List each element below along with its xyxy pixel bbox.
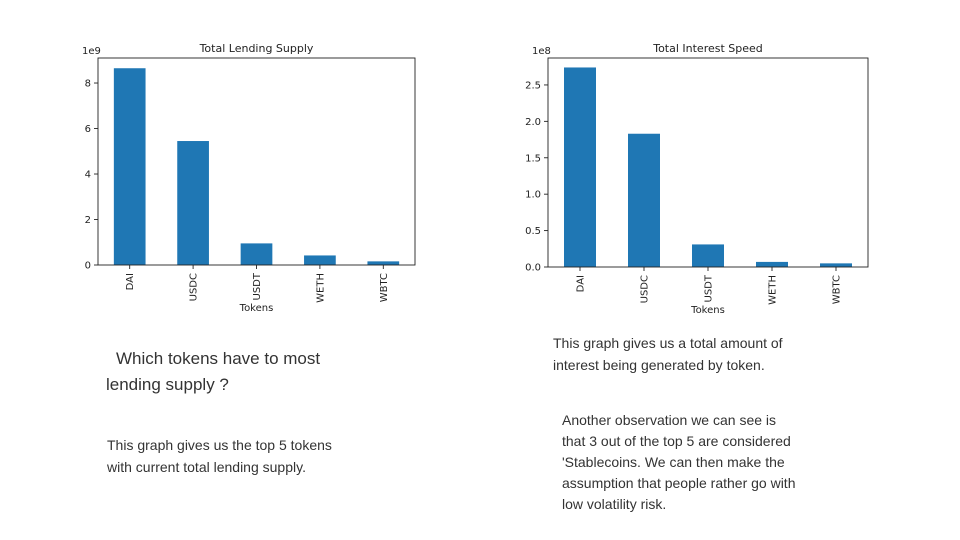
y-tick-label: 1.5 [525, 153, 541, 164]
bar-weth [756, 261, 788, 267]
question-line: Which tokens have to most [116, 349, 321, 368]
bar-usdc [628, 133, 660, 267]
observation-line: Another observation we can see is [562, 412, 777, 428]
lending-supply-chart: Total Lending Supply 1e9 0 2 4 6 8 DAI USDC USDT W… [82, 40, 430, 320]
y-tick-label: 0.0 [525, 263, 541, 274]
x-tick-label: WBTC [379, 273, 390, 302]
lending-description-line: This graph gives us the top 5 tokens [107, 437, 332, 453]
x-axis-label: Tokens [690, 305, 725, 316]
y-tick-label: 0 [85, 261, 91, 272]
observation-text: Another observation we can see is that 3… [562, 410, 795, 515]
question-text: Which tokens have to most lending supply… [106, 346, 320, 398]
observation-line: low volatility risk. [562, 496, 667, 512]
y-tick-label: 2 [85, 215, 91, 226]
observation-line: 'Stablecoins. We can then make the [562, 454, 785, 470]
x-tick-label: USDC [640, 275, 651, 303]
x-tick-label: DAI [125, 273, 136, 290]
chart-title: Total Lending Supply [199, 42, 314, 55]
bar-weth [304, 255, 336, 265]
chart-title: Total Interest Speed [652, 42, 763, 55]
x-tick-label: WETH [768, 275, 779, 305]
lending-description-line: with current total lending supply. [107, 459, 306, 475]
y-tick-label: 8 [85, 79, 91, 90]
interest-speed-chart: Total Interest Speed 1e8 0.0 0.5 1.0 1.5 2.0 2.… [525, 40, 880, 320]
interest-description-line: This graph gives us a total amount of [553, 335, 783, 351]
bar-usdt [240, 243, 273, 265]
y-tick-label: 1.0 [525, 190, 541, 201]
x-axis-label: Tokens [239, 303, 274, 314]
interest-speed-chart-svg: Total Interest Speed 1e8 0.0 0.5 1.0 1.5 2.0 2.… [525, 42, 869, 316]
bar-dai [113, 68, 146, 265]
interest-description: This graph gives us a total amount of in… [553, 332, 783, 376]
y-tick-label: 0.5 [525, 226, 541, 237]
lending-description: This graph gives us the top 5 tokens wit… [107, 434, 332, 478]
y-tick-label: 6 [85, 124, 91, 135]
bar-dai [564, 67, 596, 268]
y-scale-label: 1e9 [82, 46, 101, 57]
x-tick-label: DAI [576, 275, 587, 292]
observation-line: that 3 out of the top 5 are considered [562, 433, 791, 449]
bar-usdt [692, 244, 724, 267]
y-tick-label: 2.0 [525, 117, 541, 128]
lending-supply-chart-svg: Total Lending Supply 1e9 0 2 4 6 8 DAI USDC USDT W… [82, 42, 416, 314]
x-tick-label: USDT [704, 274, 715, 302]
x-tick-label: USDC [189, 273, 200, 301]
y-scale-label: 1e8 [532, 46, 551, 57]
bar-usdc [177, 141, 209, 265]
x-tick-label: WBTC [832, 275, 843, 304]
bar-wbtc [367, 261, 400, 265]
x-tick-label: WETH [315, 273, 326, 303]
y-tick-label: 4 [85, 170, 91, 181]
y-tick-label: 2.5 [525, 80, 541, 91]
observation-line: assumption that people rather go with [562, 475, 796, 491]
interest-description-line: interest being generated by token. [553, 357, 765, 373]
bar-wbtc [820, 263, 852, 267]
question-line: lending supply ? [106, 375, 229, 394]
x-tick-label: USDT [252, 272, 263, 300]
